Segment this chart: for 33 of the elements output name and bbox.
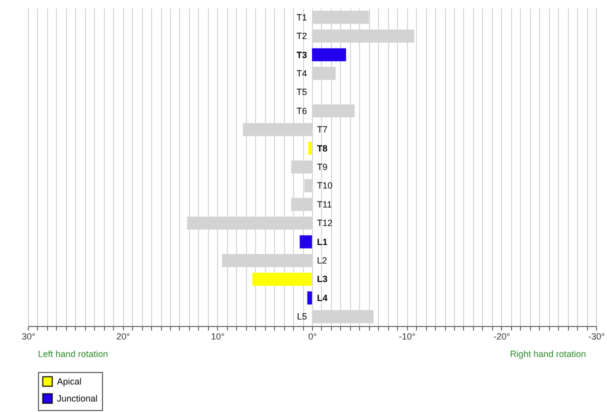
- y-tick-label: L4: [317, 292, 328, 303]
- y-tick-label: L3: [317, 274, 328, 284]
- y-tick-label: T1: [296, 12, 307, 22]
- y-tick-label: T9: [317, 162, 328, 172]
- y-tick-label: L1: [317, 236, 328, 247]
- y-tick-label: T5: [296, 87, 307, 98]
- y-tick-label: T7: [317, 124, 328, 135]
- bar: [312, 48, 346, 62]
- legend-label: Apical: [57, 376, 82, 386]
- x-tick-label: 10°: [211, 332, 226, 342]
- y-tick-label: T2: [296, 31, 307, 42]
- x-tick-label: -20°: [494, 332, 511, 342]
- legend-label: Junctional: [57, 394, 98, 404]
- x-tick-label: -10°: [398, 332, 416, 342]
- bar: [252, 272, 312, 286]
- y-tick-label: T3: [296, 50, 307, 60]
- bar: [307, 291, 312, 304]
- x-tick-label: 20°: [116, 332, 130, 342]
- x-tick-label: 30°: [22, 332, 36, 342]
- y-tick-label: T12: [317, 218, 333, 228]
- x-tick-label: 0°: [308, 332, 318, 342]
- y-tick-label: T4: [296, 68, 307, 78]
- y-tick-label: T11: [317, 199, 332, 210]
- y-tick-label: L5: [296, 312, 307, 322]
- bar: [308, 142, 312, 155]
- y-tick-label: L2: [317, 256, 328, 266]
- bar: [300, 235, 312, 248]
- y-tick-label: T8: [317, 143, 328, 154]
- text: Left hand rotation: [38, 349, 108, 359]
- y-tick-label: T6: [296, 106, 307, 116]
- x-tick-label: -30°: [588, 332, 606, 342]
- y-tick-label: T10: [317, 180, 333, 191]
- text: Right hand rotation: [510, 349, 586, 359]
